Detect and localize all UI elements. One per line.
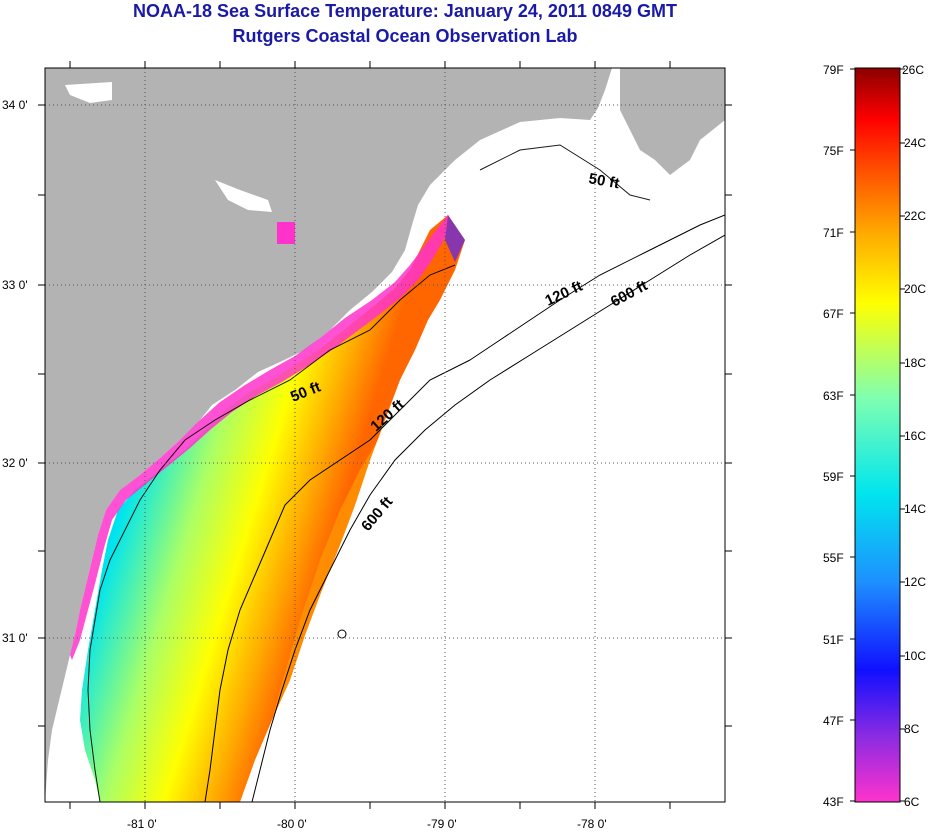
sst-warm-edge — [272, 420, 385, 720]
colorbar-f-71: 71F — [823, 226, 844, 240]
colorbar-f-59: 59F — [823, 470, 844, 484]
colorbar-f-79: 79F — [823, 63, 844, 77]
land-area — [45, 68, 612, 802]
inland-lake-white-2 — [65, 82, 112, 103]
map-title: NOAA-18 Sea Surface Temperature: January… — [133, 1, 677, 21]
map-subtitle: Rutgers Coastal Ocean Observation Lab — [232, 26, 578, 46]
lat-label-32: 32 0' — [2, 456, 28, 470]
contour-120ft — [204, 214, 725, 802]
colorbar-f-51: 51F — [823, 633, 844, 647]
colorbar-c-10: 10C — [904, 649, 926, 663]
contour-600ft — [251, 234, 725, 802]
colorbar-c-16: 16C — [904, 429, 926, 443]
lat-label-34: 34 0' — [2, 98, 28, 112]
lat-label-33: 33 0' — [2, 278, 28, 292]
colorbar-c-14: 14C — [904, 502, 926, 516]
lon-label-79: -79 0' — [427, 817, 457, 831]
lat-label-31: 31 0' — [2, 631, 28, 645]
colorbar-c-8: 8C — [904, 722, 920, 736]
colorbar-c-18: 18C — [904, 356, 926, 370]
lon-label-81: -81 0' — [127, 817, 157, 831]
colorbar-f-55: 55F — [823, 551, 844, 565]
map-gridlines — [45, 68, 725, 802]
lon-label-78: -78 0' — [577, 817, 607, 831]
sst-coastal-cold — [70, 215, 448, 660]
colorbar-c-20: 20C — [904, 282, 926, 296]
colorbar-f-67: 67F — [823, 307, 844, 321]
colorbar-c-26: 26C — [902, 63, 924, 77]
land-northeast — [620, 68, 725, 175]
sst-purple-band — [445, 215, 465, 262]
colorbar-c-22: 22C — [904, 209, 926, 223]
axis-ticks — [38, 61, 732, 809]
colorbar-f-43: 43F — [823, 795, 844, 809]
inland-lake-white — [215, 180, 272, 212]
colorbar-f-75: 75F — [823, 144, 844, 158]
sst-swath — [80, 215, 465, 802]
depth-contours — [87, 144, 725, 802]
plot-frame — [44, 67, 726, 803]
inland-lake-warm — [277, 222, 295, 244]
colorbar — [854, 67, 901, 803]
contour-label-50ft-ne: 50 ft — [587, 170, 620, 192]
colorbar-ticks — [850, 68, 905, 802]
colorbar-c-24: 24C — [904, 136, 926, 150]
lon-label-80: -80 0' — [277, 817, 307, 831]
contour-50ft — [87, 144, 651, 802]
colorbar-f-47: 47F — [823, 714, 844, 728]
colorbar-c-6: 6C — [904, 795, 920, 809]
colorbar-c-12: 12C — [904, 575, 926, 589]
colorbar-f-63: 63F — [823, 389, 844, 403]
